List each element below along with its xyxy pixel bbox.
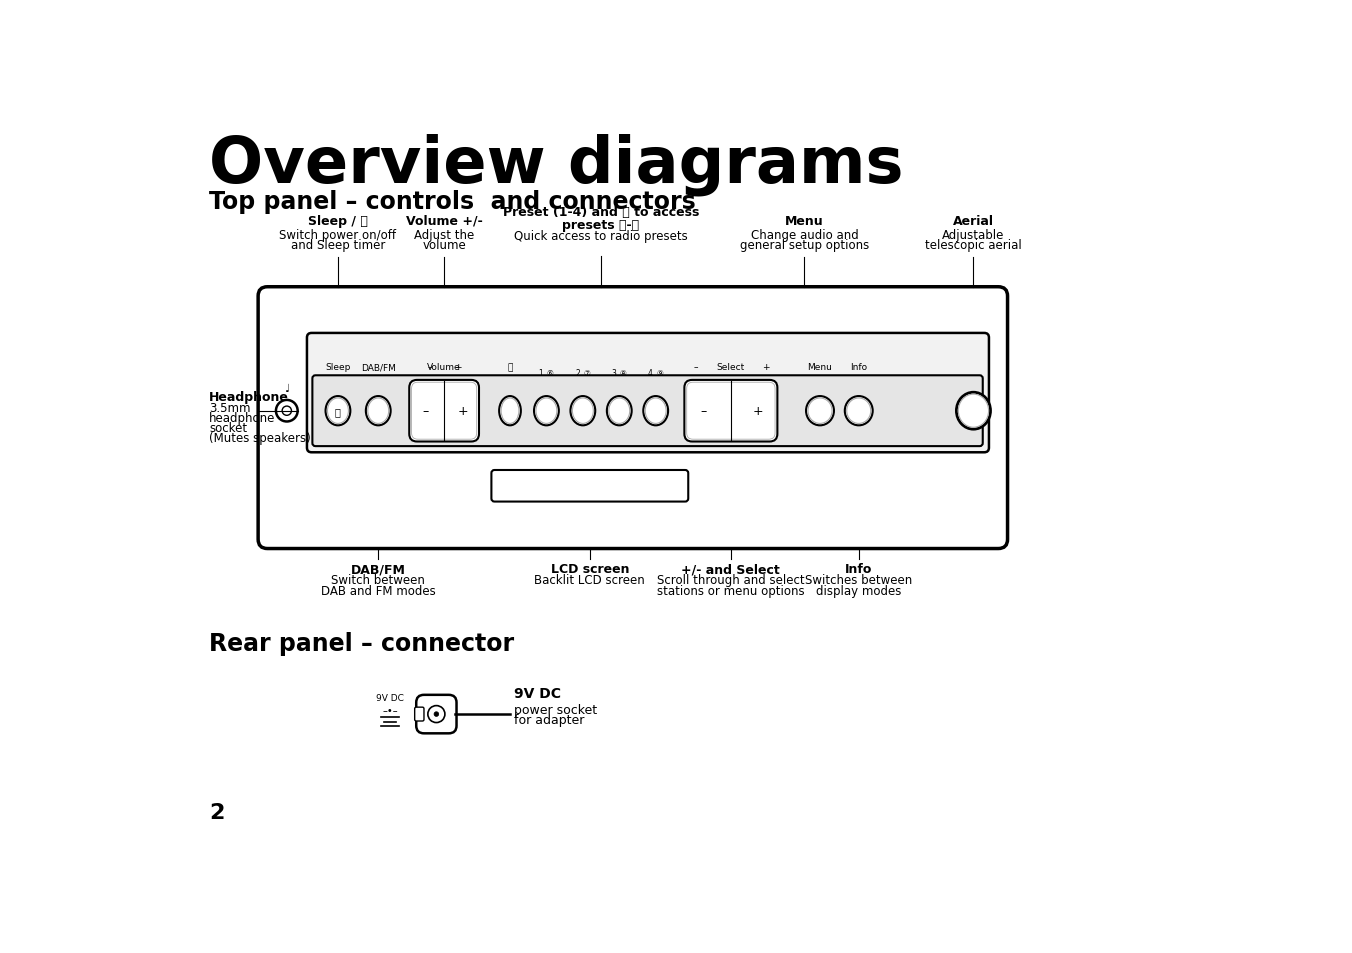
Text: LCD screen: LCD screen xyxy=(550,563,629,576)
FancyBboxPatch shape xyxy=(258,288,1007,549)
FancyBboxPatch shape xyxy=(415,707,425,721)
Text: +: + xyxy=(457,405,468,417)
Text: Volume: Volume xyxy=(427,363,461,372)
Text: –: – xyxy=(422,405,429,417)
Ellipse shape xyxy=(327,398,349,424)
Text: Overview diagrams: Overview diagrams xyxy=(210,133,903,196)
Text: telescopic aerial: telescopic aerial xyxy=(925,239,1022,252)
Text: 2: 2 xyxy=(575,369,580,377)
Text: volume: volume xyxy=(422,239,466,252)
Ellipse shape xyxy=(959,395,988,428)
Ellipse shape xyxy=(326,396,350,426)
Circle shape xyxy=(283,407,292,416)
Ellipse shape xyxy=(806,396,834,426)
Ellipse shape xyxy=(572,398,594,424)
Text: Sleep / ⏻: Sleep / ⏻ xyxy=(308,214,368,228)
Text: +: + xyxy=(454,363,462,372)
Text: display modes: display modes xyxy=(817,584,902,598)
Circle shape xyxy=(276,400,297,422)
Text: Change audio and: Change audio and xyxy=(750,229,859,241)
Text: +: + xyxy=(763,363,769,372)
Text: Info: Info xyxy=(850,363,868,372)
Text: –: – xyxy=(429,363,433,372)
Text: Switches between: Switches between xyxy=(806,574,913,586)
Text: +/- and Select: +/- and Select xyxy=(681,563,780,576)
FancyBboxPatch shape xyxy=(687,383,775,439)
Text: headphone: headphone xyxy=(210,412,276,424)
Text: ⓘ: ⓘ xyxy=(507,363,512,372)
Text: Volume +/-: Volume +/- xyxy=(406,214,483,228)
FancyBboxPatch shape xyxy=(684,380,777,442)
Text: Aerial: Aerial xyxy=(953,214,994,228)
Ellipse shape xyxy=(502,398,519,424)
Text: DAB/FM: DAB/FM xyxy=(361,363,396,372)
Ellipse shape xyxy=(845,396,872,426)
Text: ⑧: ⑧ xyxy=(619,369,626,377)
Text: 1: 1 xyxy=(538,369,544,377)
Text: DAB and FM modes: DAB and FM modes xyxy=(320,584,435,598)
Text: stations or menu options: stations or menu options xyxy=(657,584,804,598)
Text: presets Ⓑ-Ⓖ: presets Ⓑ-Ⓖ xyxy=(562,219,639,232)
Ellipse shape xyxy=(608,398,630,424)
Ellipse shape xyxy=(499,396,521,426)
Text: Preset (1-4) and Ⓐ to access: Preset (1-4) and Ⓐ to access xyxy=(503,206,699,219)
FancyBboxPatch shape xyxy=(312,375,983,447)
Text: –: – xyxy=(700,405,707,417)
Text: 3.5mm: 3.5mm xyxy=(210,401,251,415)
Text: DAB/FM: DAB/FM xyxy=(350,563,406,576)
Ellipse shape xyxy=(808,398,831,424)
Text: (Mutes speakers): (Mutes speakers) xyxy=(210,432,311,444)
Text: power socket: power socket xyxy=(514,703,598,716)
Circle shape xyxy=(434,712,438,717)
Text: ⑨: ⑨ xyxy=(656,369,662,377)
Text: Headphone: Headphone xyxy=(210,391,289,403)
Text: Menu: Menu xyxy=(807,363,833,372)
Text: –•–: –•– xyxy=(383,705,397,716)
Ellipse shape xyxy=(535,398,557,424)
Text: 9V DC: 9V DC xyxy=(376,693,404,702)
Text: and Sleep timer: and Sleep timer xyxy=(291,239,385,252)
Text: Info: Info xyxy=(845,563,872,576)
Text: +: + xyxy=(753,405,764,417)
Text: ⑥: ⑥ xyxy=(546,369,554,377)
FancyBboxPatch shape xyxy=(416,695,457,734)
Ellipse shape xyxy=(607,396,631,426)
Circle shape xyxy=(427,706,445,722)
FancyBboxPatch shape xyxy=(410,380,479,442)
FancyBboxPatch shape xyxy=(491,471,688,502)
FancyBboxPatch shape xyxy=(307,334,988,453)
Text: Scroll through and select: Scroll through and select xyxy=(657,574,804,586)
Ellipse shape xyxy=(956,393,991,430)
Ellipse shape xyxy=(571,396,595,426)
Ellipse shape xyxy=(366,396,391,426)
Text: Backlit LCD screen: Backlit LCD screen xyxy=(534,574,645,586)
Text: Adjust the: Adjust the xyxy=(414,229,475,241)
FancyBboxPatch shape xyxy=(411,383,477,439)
Text: 9V DC: 9V DC xyxy=(514,686,561,700)
Text: Sleep: Sleep xyxy=(326,363,350,372)
Text: Top panel – controls  and connectors: Top panel – controls and connectors xyxy=(210,190,696,213)
Text: Switch power on/off: Switch power on/off xyxy=(280,229,396,241)
Text: Menu: Menu xyxy=(786,214,823,228)
Text: 3: 3 xyxy=(611,369,617,377)
Text: ⏻: ⏻ xyxy=(335,406,341,416)
Text: –: – xyxy=(694,363,698,372)
Ellipse shape xyxy=(645,398,667,424)
Text: 2: 2 xyxy=(210,802,224,822)
Text: Adjustable: Adjustable xyxy=(942,229,1005,241)
Ellipse shape xyxy=(368,398,389,424)
Text: general setup options: general setup options xyxy=(740,239,869,252)
Text: Switch between: Switch between xyxy=(331,574,425,586)
Ellipse shape xyxy=(534,396,558,426)
Text: for adapter: for adapter xyxy=(514,714,584,726)
Text: Quick access to radio presets: Quick access to radio presets xyxy=(514,230,688,243)
Text: ⑦: ⑦ xyxy=(583,369,591,377)
Ellipse shape xyxy=(644,396,668,426)
Text: Select: Select xyxy=(717,363,745,372)
Ellipse shape xyxy=(846,398,871,424)
Text: ♩: ♩ xyxy=(284,383,289,394)
Text: 4: 4 xyxy=(648,369,653,377)
Text: socket: socket xyxy=(210,421,247,435)
Text: Rear panel – connector: Rear panel – connector xyxy=(210,631,514,656)
